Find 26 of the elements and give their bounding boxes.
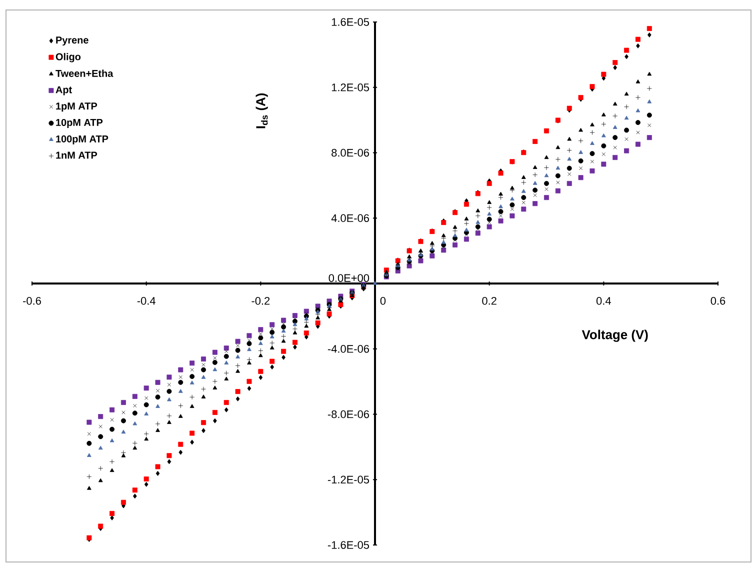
legend-label: 1nM ATP	[56, 152, 98, 159]
legend-label: 100pM ATP	[56, 135, 108, 144]
x-tick-label: -0.6	[23, 296, 41, 305]
y-tick-label: 4.0E-06	[331, 214, 369, 222]
y-tick-label: -1.6E-05	[328, 541, 370, 549]
x-tick-label: 0	[380, 296, 386, 305]
y-tick-label: -1.2E-05	[328, 476, 370, 484]
legend-label: 1pM ATP	[56, 102, 98, 112]
legend-label: Tween+Etha	[56, 70, 114, 77]
x-tick-label: 0.2	[482, 296, 496, 305]
y-tick-label: -4.0E-06	[328, 345, 369, 353]
y-tick-label: -8.0E-06	[328, 410, 369, 418]
y-axis-title: I$_{ds}$ (A)	[256, 93, 268, 128]
legend-label: Oligo	[56, 52, 81, 62]
y-tick-label: 8.0E-06	[332, 148, 369, 157]
x-tick-label: -0.2	[252, 296, 270, 305]
legend-label: Apt	[56, 86, 72, 96]
x-tick-label: -0.4	[137, 296, 156, 305]
legend-label: 10pM ATP	[56, 118, 103, 128]
y-tick-label: 0.0E+00	[328, 274, 370, 282]
y-tick-label: 1.6E-05	[332, 18, 370, 26]
legend-label: Pyrene	[56, 36, 88, 46]
x-tick-label: 0.4	[596, 296, 611, 305]
x-tick-label: 0.6	[710, 296, 726, 305]
x-axis-title: Voltage (V)	[582, 330, 648, 342]
y-tick-label: 1.2E-05	[332, 84, 370, 92]
